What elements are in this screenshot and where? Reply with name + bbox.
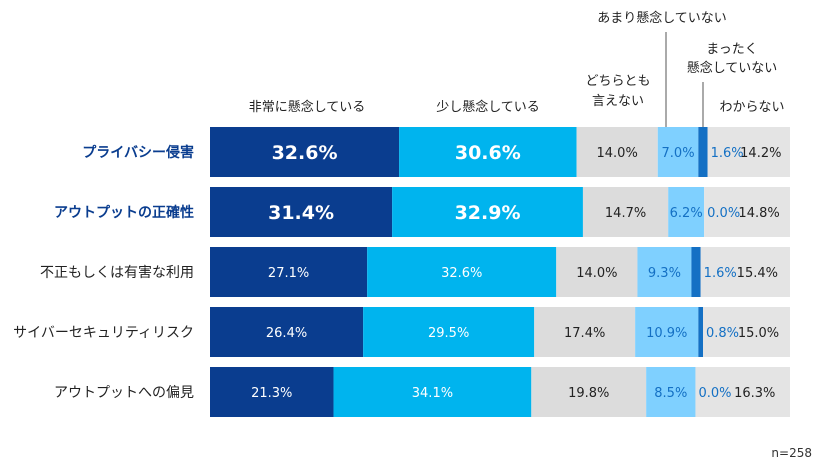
- bar-segment: [635, 307, 699, 357]
- legend-label: あまり懸念していない: [597, 10, 727, 26]
- value-label: 0.8%: [706, 326, 739, 341]
- bar-segment: [367, 247, 557, 297]
- value-label: 0.0%: [698, 386, 731, 401]
- sample-size-note: n=258: [771, 446, 812, 460]
- value-label: 17.4%: [564, 326, 605, 341]
- bar-segment: [700, 247, 790, 297]
- bar-segment: [637, 247, 692, 297]
- bar-segment: [698, 127, 708, 177]
- bar-segment: [695, 367, 790, 417]
- bar-segment: [210, 247, 368, 297]
- value-label: 14.0%: [597, 146, 638, 161]
- value-label: 10.9%: [646, 326, 687, 341]
- value-label: 21.3%: [251, 386, 292, 401]
- bar-segment: [210, 127, 400, 177]
- bar-segment: [576, 127, 658, 177]
- bar-segment: [210, 307, 364, 357]
- legend-label: 少し懸念している: [436, 99, 540, 115]
- value-label: 19.8%: [568, 386, 609, 401]
- value-label: 1.6%: [711, 146, 744, 161]
- value-label: 29.5%: [428, 326, 469, 341]
- category-label: アウトプットの正確性: [54, 204, 194, 221]
- legend-label: 言えない: [592, 94, 644, 109]
- bar-segment: [582, 187, 669, 237]
- bar-segment: [333, 367, 532, 417]
- bar-segment: [668, 187, 705, 237]
- bar-segment: [363, 307, 535, 357]
- value-label: 0.0%: [707, 206, 740, 221]
- value-label: 30.6%: [455, 142, 521, 164]
- value-label: 14.0%: [576, 266, 617, 281]
- value-label: 27.1%: [268, 266, 309, 281]
- value-label: 7.0%: [662, 146, 695, 161]
- bars-layer: [210, 127, 790, 417]
- labels-layer: プライバシー侵害アウトプットの正確性不正もしくは有害な利用サイバーセキュリティリ…: [13, 142, 781, 401]
- value-label: 26.4%: [266, 326, 307, 341]
- bar-segment: [556, 247, 638, 297]
- bar-segment: [707, 127, 790, 177]
- value-label: 15.0%: [738, 326, 779, 341]
- value-label: 34.1%: [412, 386, 453, 401]
- category-label: プライバシー侵害: [82, 144, 194, 161]
- bar-segment: [210, 187, 393, 237]
- category-label: アウトプットへの偏見: [54, 385, 194, 401]
- value-label: 14.2%: [740, 146, 781, 161]
- bar-segment: [399, 127, 577, 177]
- value-label: 32.6%: [272, 142, 338, 164]
- value-label: 15.4%: [737, 266, 778, 281]
- legend-label: まったく: [706, 42, 757, 57]
- value-label: 9.3%: [648, 266, 681, 281]
- value-label: 32.9%: [455, 202, 521, 224]
- bar-segment: [698, 307, 703, 357]
- bar-segment: [657, 127, 699, 177]
- value-label: 6.2%: [670, 206, 703, 221]
- value-label: 31.4%: [268, 202, 334, 224]
- bar-segment: [534, 307, 636, 357]
- value-label: 16.3%: [734, 386, 775, 401]
- value-label: 14.7%: [605, 206, 646, 221]
- bar-segment: [392, 187, 583, 237]
- bar-segment: [704, 187, 790, 237]
- bar-segment: [646, 367, 696, 417]
- category-label: サイバーセキュリティリスク: [13, 325, 194, 341]
- legend-label: 懸念していない: [687, 60, 778, 76]
- bar-segment: [531, 367, 647, 417]
- legend-label: 非常に懸念している: [249, 99, 366, 115]
- legend-label: わからない: [719, 100, 784, 115]
- category-label: 不正もしくは有害な利用: [40, 265, 194, 281]
- value-label: 8.5%: [654, 386, 687, 401]
- legend-label: どちらとも: [585, 74, 650, 89]
- value-label: 14.8%: [738, 206, 779, 221]
- bar-segment: [703, 307, 790, 357]
- value-label: 1.6%: [704, 266, 737, 281]
- bar-segment: [691, 247, 701, 297]
- value-label: 32.6%: [441, 266, 482, 281]
- bar-segment: [210, 367, 334, 417]
